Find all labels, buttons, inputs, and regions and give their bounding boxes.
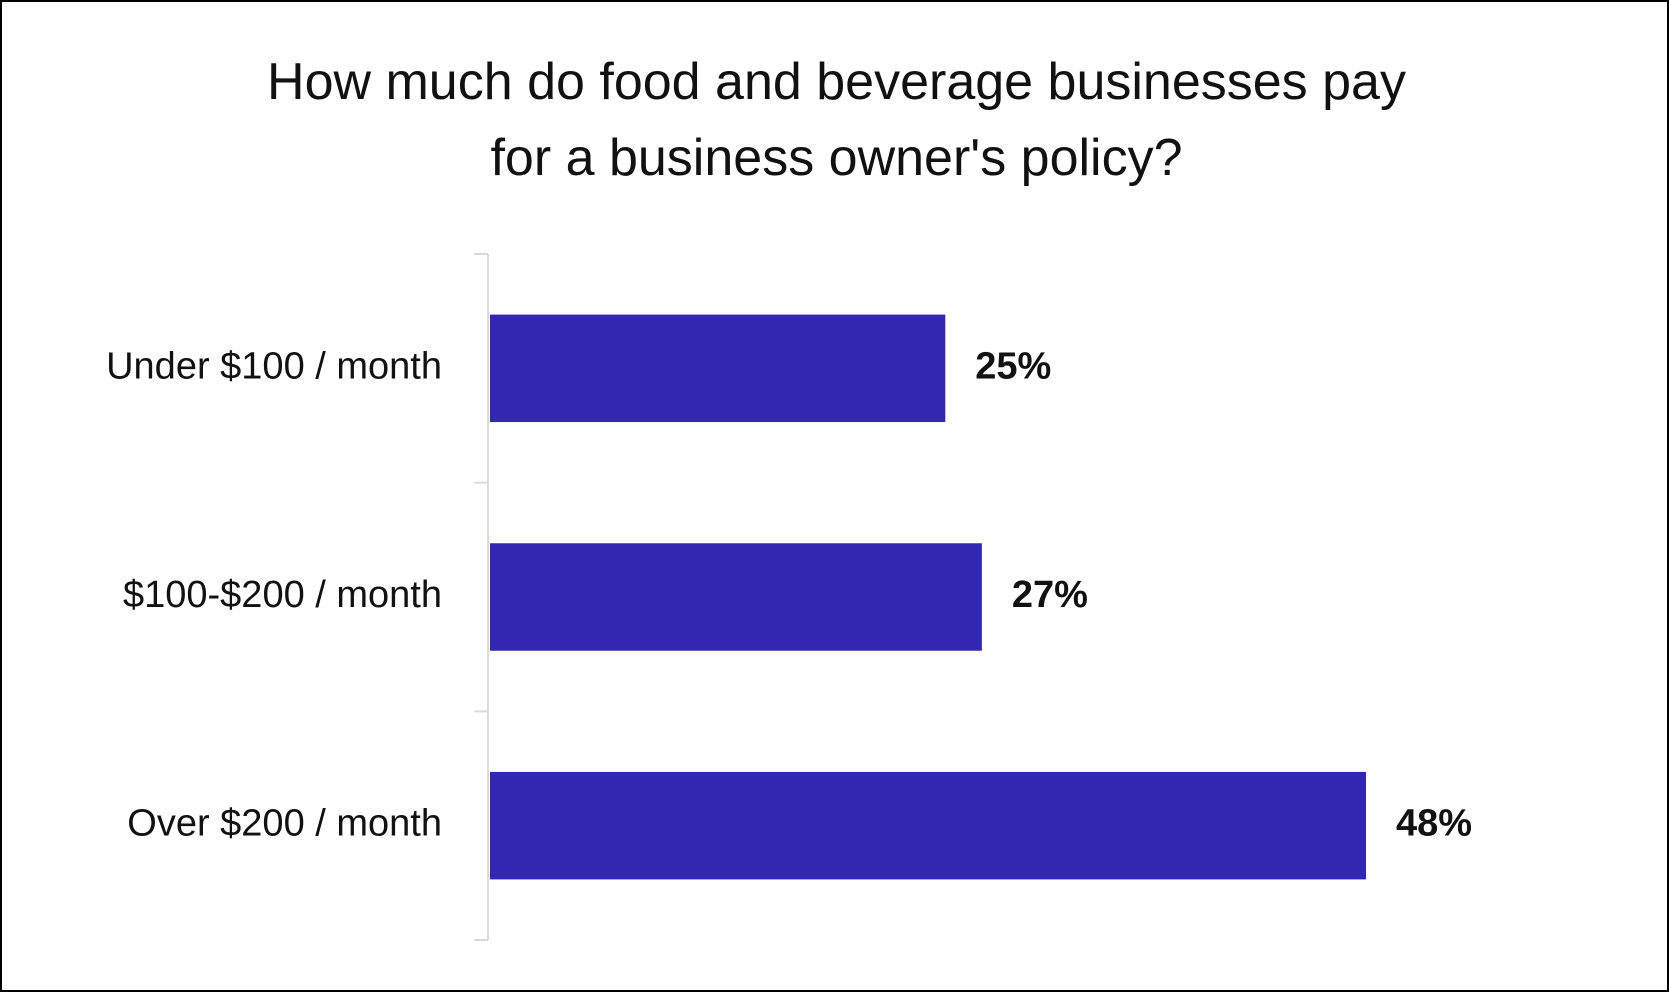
data-label: 25% <box>975 345 1051 387</box>
category-label: Under $100 / month <box>106 345 442 387</box>
bar <box>490 543 982 651</box>
category-label: $100-$200 / month <box>123 574 442 616</box>
chart-title-line-2: for a business owner's policy? <box>490 129 1183 187</box>
data-label: 27% <box>1012 574 1088 616</box>
bar <box>490 771 1366 880</box>
chart-title-line-1: How much do food and beverage businesses… <box>267 53 1406 111</box>
category-label: Over $200 / month <box>127 803 442 845</box>
chart-title: How much do food and beverage businesses… <box>2 44 1669 196</box>
data-label: 48% <box>1396 803 1472 845</box>
bar <box>490 314 946 423</box>
